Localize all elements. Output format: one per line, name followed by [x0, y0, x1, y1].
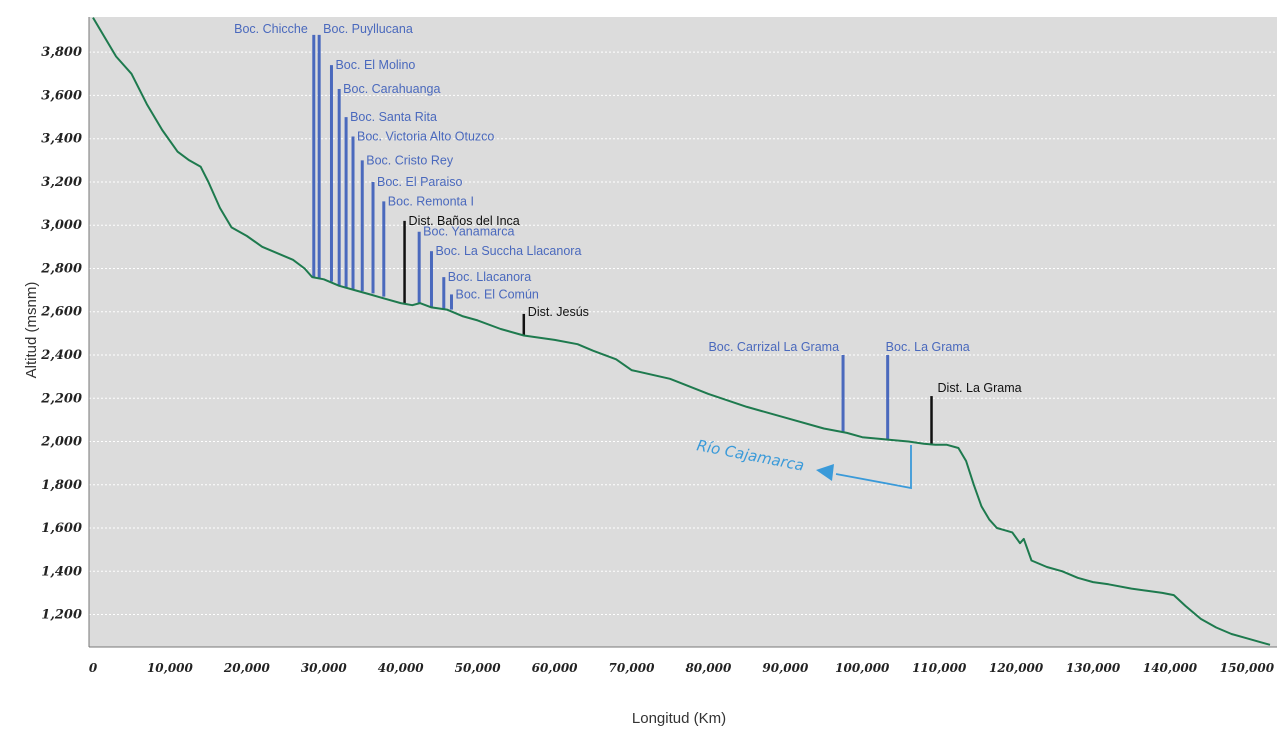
y-tick-label: 2,000 [40, 435, 82, 450]
y-tick-label: 3,200 [41, 175, 82, 190]
y-tick-label: 3,000 [41, 218, 82, 233]
x-tick-label: 20,000 [223, 661, 271, 675]
x-tick-label: 80,000 [685, 661, 732, 675]
x-tick-label: 140,000 [1143, 661, 1198, 675]
annotation-label: Boc. Cristo Rey [366, 153, 454, 167]
x-tick-label: 100,000 [835, 661, 890, 675]
annotation-label: Boc. El Molino [335, 58, 415, 72]
x-tick-label: 40,000 [378, 661, 425, 675]
annotation-label: Boc. La Grama [886, 340, 970, 354]
x-tick-label: 70,000 [609, 661, 656, 675]
x-tick-label: 90,000 [762, 661, 809, 675]
annotation-label: Boc. Yanamarca [423, 225, 514, 239]
plot-area [89, 17, 1277, 647]
x-tick-label: 0 [89, 661, 98, 675]
x-tick-label: 120,000 [989, 661, 1044, 675]
y-tick-label: 2,600 [40, 305, 82, 320]
annotation-label: Boc. Victoria Alto Otuzco [357, 130, 494, 144]
y-tick-labels: 1,200 1,400 1,600 1,800 2,000 2,200 2,400 2,600… [40, 45, 82, 622]
y-tick-label: 2,400 [40, 348, 82, 363]
annotation-label: Boc. Chicche [234, 22, 308, 36]
annotation-label: Boc. Carahuanga [343, 82, 440, 96]
y-tick-label: 1,800 [41, 478, 82, 493]
y-tick-label: 3,400 [41, 132, 82, 147]
x-tick-labels: 0 10,000 20,000 30,000 40,000 50,000 60,000 70,… [89, 661, 1275, 675]
annotation-label: Dist. Baños del Inca [409, 214, 520, 228]
x-axis-label: Longitud (Km) [632, 710, 726, 727]
y-axis-label: Altitud (msnm) [23, 282, 40, 379]
river-arrowhead [816, 464, 834, 481]
annotation-label: Dist. La Grama [938, 381, 1022, 395]
x-tick-label: 30,000 [301, 661, 348, 675]
y-tick-label: 2,800 [40, 261, 82, 276]
annotation-label: Boc. El Paraiso [377, 175, 463, 189]
annotation-markers: Boc. Chicche Boc. Puyllucana Boc. El Molin… [234, 22, 1022, 445]
y-tick-label: 1,600 [41, 521, 82, 536]
y-tick-label: 1,200 [41, 608, 82, 623]
y-tick-label: 3,800 [41, 45, 82, 60]
elevation-profile-line [92, 17, 1271, 646]
annotation-label: Boc. Remonta I [388, 194, 474, 208]
river-bracket-line [835, 445, 912, 490]
annotation-label: Boc. El Común [455, 287, 538, 301]
x-tick-label: 150,000 [1220, 661, 1275, 675]
grid-lines [89, 51, 1277, 616]
annotation-label: Dist. Jesús [528, 305, 589, 319]
y-tick-label: 2,200 [40, 391, 82, 406]
x-tick-label: 50,000 [455, 661, 502, 675]
y-tick-label: 3,600 [41, 88, 82, 103]
annotation-label: Boc. Puyllucana [323, 22, 413, 36]
x-tick-label: 10,000 [147, 661, 194, 675]
y-tick-label: 1,400 [41, 564, 82, 579]
x-tick-label: 110,000 [912, 661, 967, 675]
x-tick-label: 60,000 [532, 661, 579, 675]
annotation-label: Boc. Llacanora [448, 270, 531, 284]
annotation-label: Boc. Carrizal La Grama [708, 340, 839, 354]
annotation-label: Boc. La Succha Llacanora [435, 244, 581, 258]
x-tick-label: 130,000 [1066, 661, 1121, 675]
annotation-label: Boc. Santa Rita [350, 110, 437, 124]
